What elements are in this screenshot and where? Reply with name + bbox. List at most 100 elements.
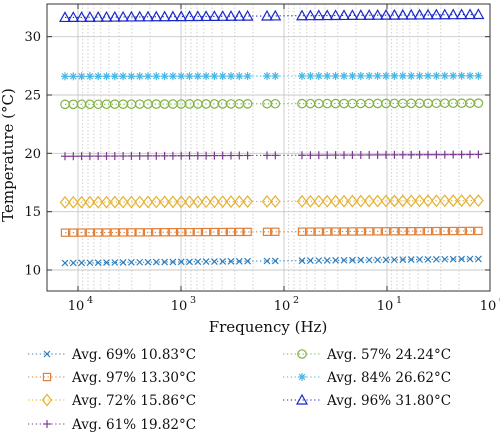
data-point — [194, 258, 202, 266]
data-point — [111, 259, 119, 266]
data-point — [117, 195, 129, 209]
data-point — [380, 194, 392, 208]
data-point — [135, 151, 144, 160]
data-point — [235, 72, 244, 81]
data-point — [59, 195, 71, 209]
data-point — [69, 259, 77, 267]
data-point — [210, 151, 219, 160]
data-point — [396, 8, 409, 20]
data-point — [227, 151, 235, 160]
data-point — [388, 8, 401, 20]
legend-item: Avg. 61% 19.82°C — [28, 417, 196, 433]
data-point — [127, 72, 136, 81]
data-point — [313, 194, 325, 208]
data-point — [423, 226, 433, 236]
data-point — [457, 71, 466, 80]
legend-marker — [42, 372, 52, 382]
data-point — [323, 71, 332, 80]
data-point — [347, 194, 358, 208]
data-point — [85, 228, 95, 237]
data-point — [75, 11, 88, 22]
data-point — [306, 227, 315, 236]
data-point — [348, 151, 357, 160]
data-point — [119, 152, 128, 161]
data-point — [192, 195, 204, 209]
data-point — [125, 10, 138, 22]
data-point — [127, 228, 136, 237]
data-point — [421, 8, 435, 20]
data-point — [473, 98, 484, 108]
x-tick-label: 10 — [68, 299, 85, 314]
data-point — [169, 258, 177, 266]
data-point — [260, 9, 274, 21]
data-point — [440, 150, 449, 159]
data-point — [321, 9, 334, 21]
data-point — [332, 256, 340, 264]
series-4 — [61, 150, 483, 161]
data-point — [235, 151, 244, 160]
x-tick-label: 10 — [171, 299, 188, 314]
y-tick-label: 10 — [24, 264, 41, 279]
data-point — [83, 11, 96, 22]
data-point — [296, 194, 308, 208]
data-point — [168, 228, 178, 237]
data-point — [61, 152, 69, 161]
data-point — [457, 150, 466, 159]
legend-label: Avg. 57% 24.24°C — [326, 347, 451, 363]
data-point — [126, 195, 137, 209]
data-point — [338, 194, 350, 208]
data-point — [77, 228, 86, 237]
data-point — [201, 227, 211, 237]
data-point — [58, 11, 72, 23]
data-point — [133, 10, 146, 22]
data-point — [363, 9, 376, 20]
data-point — [271, 257, 279, 265]
data-point — [390, 227, 399, 236]
data-point — [233, 9, 246, 21]
data-point — [466, 71, 474, 80]
legend-item: Avg. 97% 13.30°C — [28, 370, 196, 386]
series-line — [65, 102, 479, 105]
data-point — [216, 10, 229, 21]
data-point — [340, 71, 348, 80]
data-point — [244, 257, 252, 265]
data-point — [67, 11, 80, 22]
data-point — [101, 195, 112, 209]
y-axis-title: Temperature (°C) — [0, 88, 17, 222]
data-point — [135, 228, 144, 237]
data-point — [144, 151, 152, 160]
data-point — [200, 10, 213, 22]
data-point — [144, 72, 152, 81]
data-point — [382, 71, 390, 80]
data-point — [144, 258, 152, 266]
legend-label: Avg. 72% 15.86°C — [71, 393, 196, 409]
data-point — [242, 99, 253, 109]
data-point — [177, 227, 186, 237]
data-point — [381, 227, 391, 236]
data-point — [405, 194, 417, 208]
data-point — [390, 256, 398, 264]
data-point — [356, 71, 365, 80]
data-point — [177, 151, 186, 160]
data-point — [464, 194, 476, 208]
data-point — [208, 10, 221, 21]
legend-marker — [41, 393, 53, 407]
data-point — [323, 151, 332, 160]
data-point — [466, 255, 474, 263]
data-point — [102, 72, 111, 81]
data-point — [241, 9, 254, 21]
data-point — [472, 8, 485, 20]
data-point — [430, 8, 443, 20]
data-point — [355, 194, 367, 208]
data-point — [348, 227, 357, 236]
data-point — [69, 228, 78, 237]
data-point — [226, 227, 236, 237]
data-point — [185, 72, 194, 81]
data-point — [458, 255, 466, 263]
data-point — [159, 195, 170, 209]
data-point — [365, 150, 374, 159]
data-point — [432, 150, 441, 159]
data-point — [473, 194, 484, 208]
data-point — [398, 227, 408, 236]
data-point — [217, 195, 228, 209]
